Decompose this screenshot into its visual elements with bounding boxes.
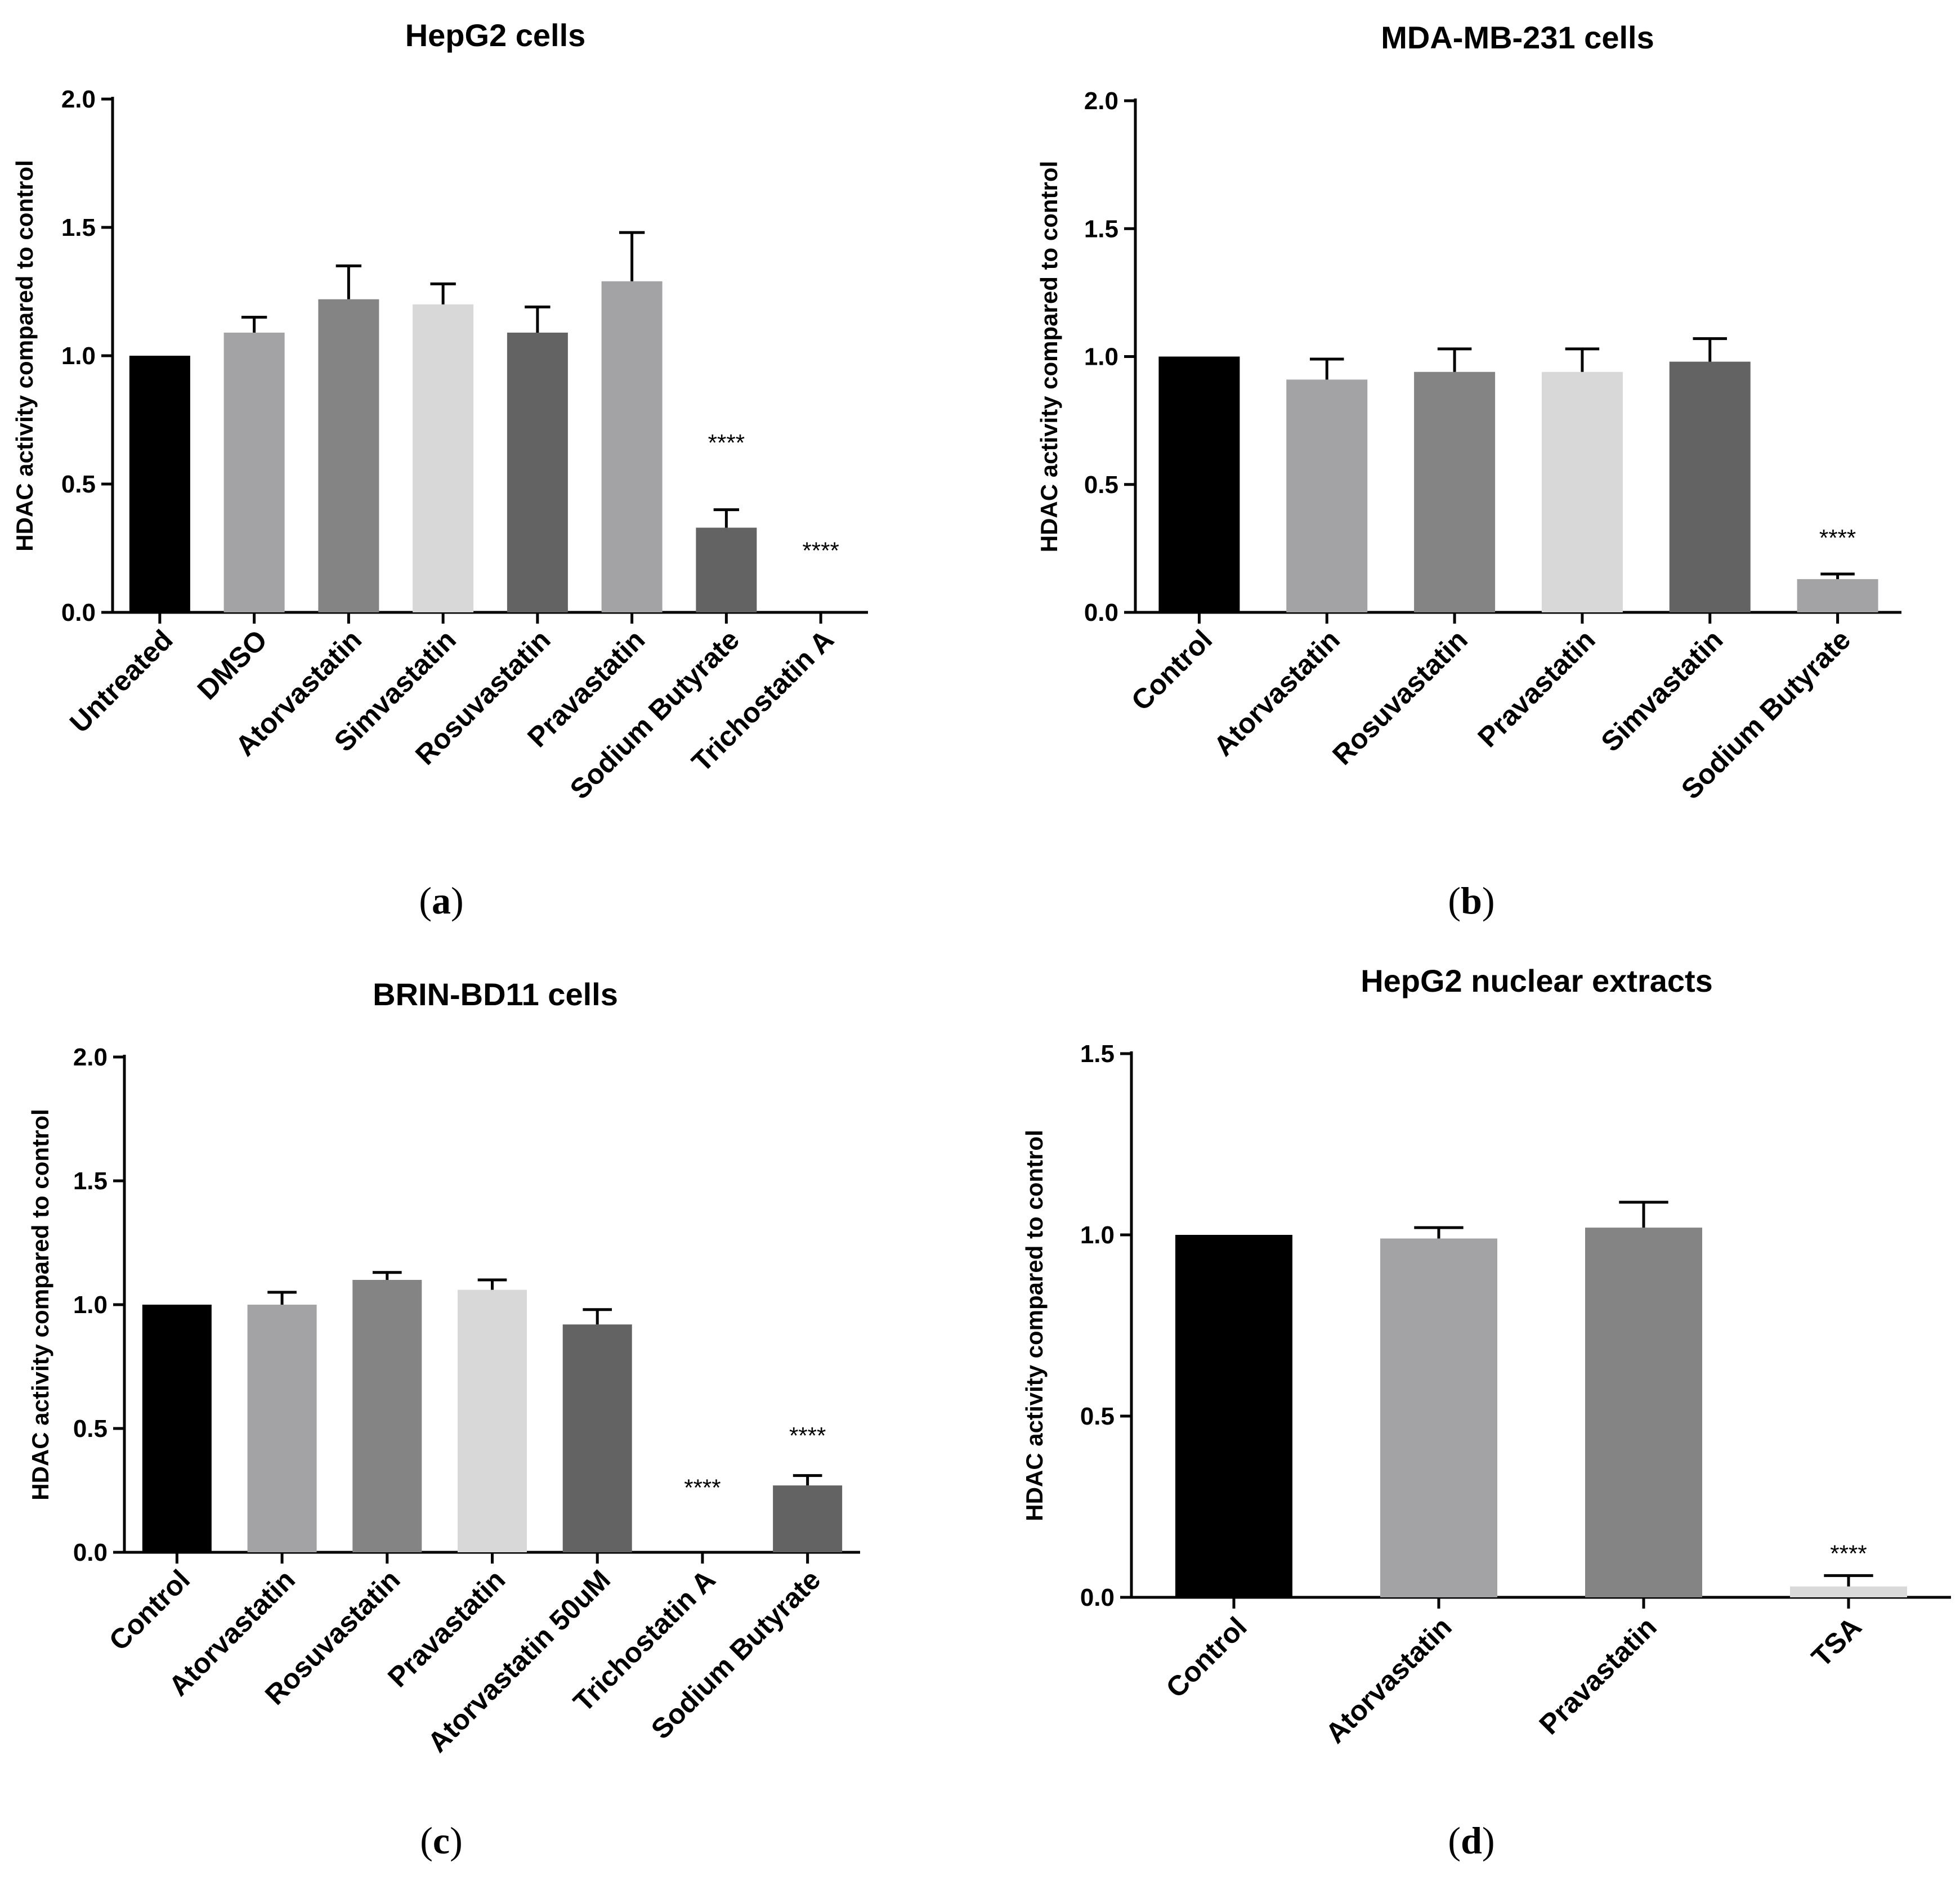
panel-b: MDA-MB-231 cells HDAC activity compared t… <box>1036 20 1901 922</box>
panel-letter: d <box>1461 1819 1482 1862</box>
bar-dmso <box>223 332 285 612</box>
y-tick-label: 1.0 <box>61 342 96 370</box>
y-tick-label: 0.0 <box>1084 599 1118 626</box>
bar-pravastatin <box>458 1289 527 1552</box>
bar-control <box>1175 1235 1292 1597</box>
bar-pravastatin <box>1541 371 1623 612</box>
x-category-label: Untreated <box>64 624 179 739</box>
y-tick-label: 2.0 <box>1084 87 1118 115</box>
chart-title: MDA-MB-231 cells <box>1381 20 1654 55</box>
panel-label: (c) <box>420 1819 463 1862</box>
significance-marker: **** <box>1830 1540 1867 1567</box>
y-tick-label: 1.0 <box>73 1291 108 1319</box>
bar-tsa <box>1790 1586 1907 1597</box>
bar-atorvastatin <box>1380 1238 1497 1597</box>
y-tick-label: 0.5 <box>73 1415 108 1443</box>
panel-letter: a <box>432 879 451 922</box>
x-category-label: Atorvastatin 50uM <box>422 1564 616 1758</box>
y-axis-label: HDAC activity compared to control <box>1021 1130 1048 1521</box>
x-category-label: Rosuvastatin <box>1326 624 1474 771</box>
panel-a: HepG2 cells HDAC activity compared to con… <box>11 17 868 922</box>
x-category-label: Atorvastatin <box>1319 1611 1458 1749</box>
y-tick-label: 1.5 <box>61 214 96 241</box>
panel-d: HepG2 nuclear extracts HDAC activity comp… <box>1021 963 1951 1862</box>
y-tick-label: 1.0 <box>1080 1221 1115 1249</box>
significance-marker: **** <box>802 538 839 564</box>
bar-pravastatin <box>1585 1228 1702 1597</box>
panel-label: (a) <box>419 879 463 922</box>
chart-title: HepG2 nuclear extracts <box>1361 963 1713 998</box>
y-tick-label: 2.0 <box>73 1043 108 1071</box>
y-tick-label: 0.0 <box>1080 1584 1115 1611</box>
x-category-label: Atorvastatin <box>1207 624 1346 762</box>
significance-marker: **** <box>789 1422 826 1449</box>
y-axis-label: HDAC activity compared to control <box>1036 161 1062 552</box>
significance-marker: **** <box>708 429 745 456</box>
y-tick-label: 0.0 <box>73 1539 108 1566</box>
y-tick-label: 1.0 <box>1084 343 1118 371</box>
panel-c: BRIN-BD11 cells HDAC activity compared to… <box>27 977 860 1862</box>
bar-untreated <box>129 356 190 612</box>
y-tick-label: 0.5 <box>1080 1403 1115 1430</box>
bar-sodium-butyrate <box>773 1485 843 1552</box>
x-category-label: DMSO <box>191 624 274 706</box>
bar-sodium-butyrate <box>1797 579 1878 612</box>
bar-rosuvastatin <box>352 1280 422 1552</box>
bar-pravastatin <box>601 281 663 612</box>
bar-control <box>1158 356 1240 612</box>
y-axis-label: HDAC activity compared to control <box>11 160 38 551</box>
bar-sodium-butyrate <box>696 527 757 612</box>
bar-atorvastatin <box>1286 379 1368 612</box>
y-tick-label: 1.5 <box>1084 215 1118 243</box>
panel-label: (b) <box>1448 879 1494 922</box>
bar-atorvastatin <box>318 299 379 612</box>
x-category-label: Control <box>1160 1611 1253 1704</box>
x-category-label: Pravastatin <box>1471 624 1601 753</box>
significance-marker: **** <box>1819 525 1856 551</box>
x-category-label: Sodium Butyrate <box>564 624 745 805</box>
x-category-label: Control <box>1125 624 1218 716</box>
x-category-label: Pravastatin <box>1533 1611 1663 1740</box>
bar-control <box>142 1305 212 1552</box>
bar-simvastatin <box>413 304 474 612</box>
bar-simvastatin <box>1669 361 1751 612</box>
bar-rosuvastatin <box>1414 371 1496 612</box>
bar-atorvastatin <box>247 1305 317 1552</box>
chart-title: HepG2 cells <box>405 17 586 53</box>
significance-marker: **** <box>684 1475 721 1501</box>
y-tick-label: 0.5 <box>61 471 96 498</box>
y-tick-label: 1.5 <box>73 1167 108 1195</box>
x-category-label: Simvastatin <box>1595 624 1729 758</box>
y-axis-label: HDAC activity compared to control <box>27 1109 53 1500</box>
y-tick-label: 0.0 <box>61 599 96 626</box>
y-tick-label: 0.5 <box>1084 471 1118 499</box>
panel-label: (d) <box>1448 1819 1494 1862</box>
y-tick-label: 1.5 <box>1080 1040 1115 1068</box>
x-category-label: TSA <box>1805 1611 1867 1673</box>
bar-rosuvastatin <box>507 332 568 612</box>
chart-title: BRIN-BD11 cells <box>373 977 618 1012</box>
y-tick-label: 2.0 <box>61 86 96 113</box>
bar-atorvastatin-50um <box>562 1324 632 1552</box>
x-category-label: Control <box>103 1564 196 1656</box>
panel-letter: b <box>1461 879 1482 922</box>
panel-letter: c <box>433 1819 450 1862</box>
